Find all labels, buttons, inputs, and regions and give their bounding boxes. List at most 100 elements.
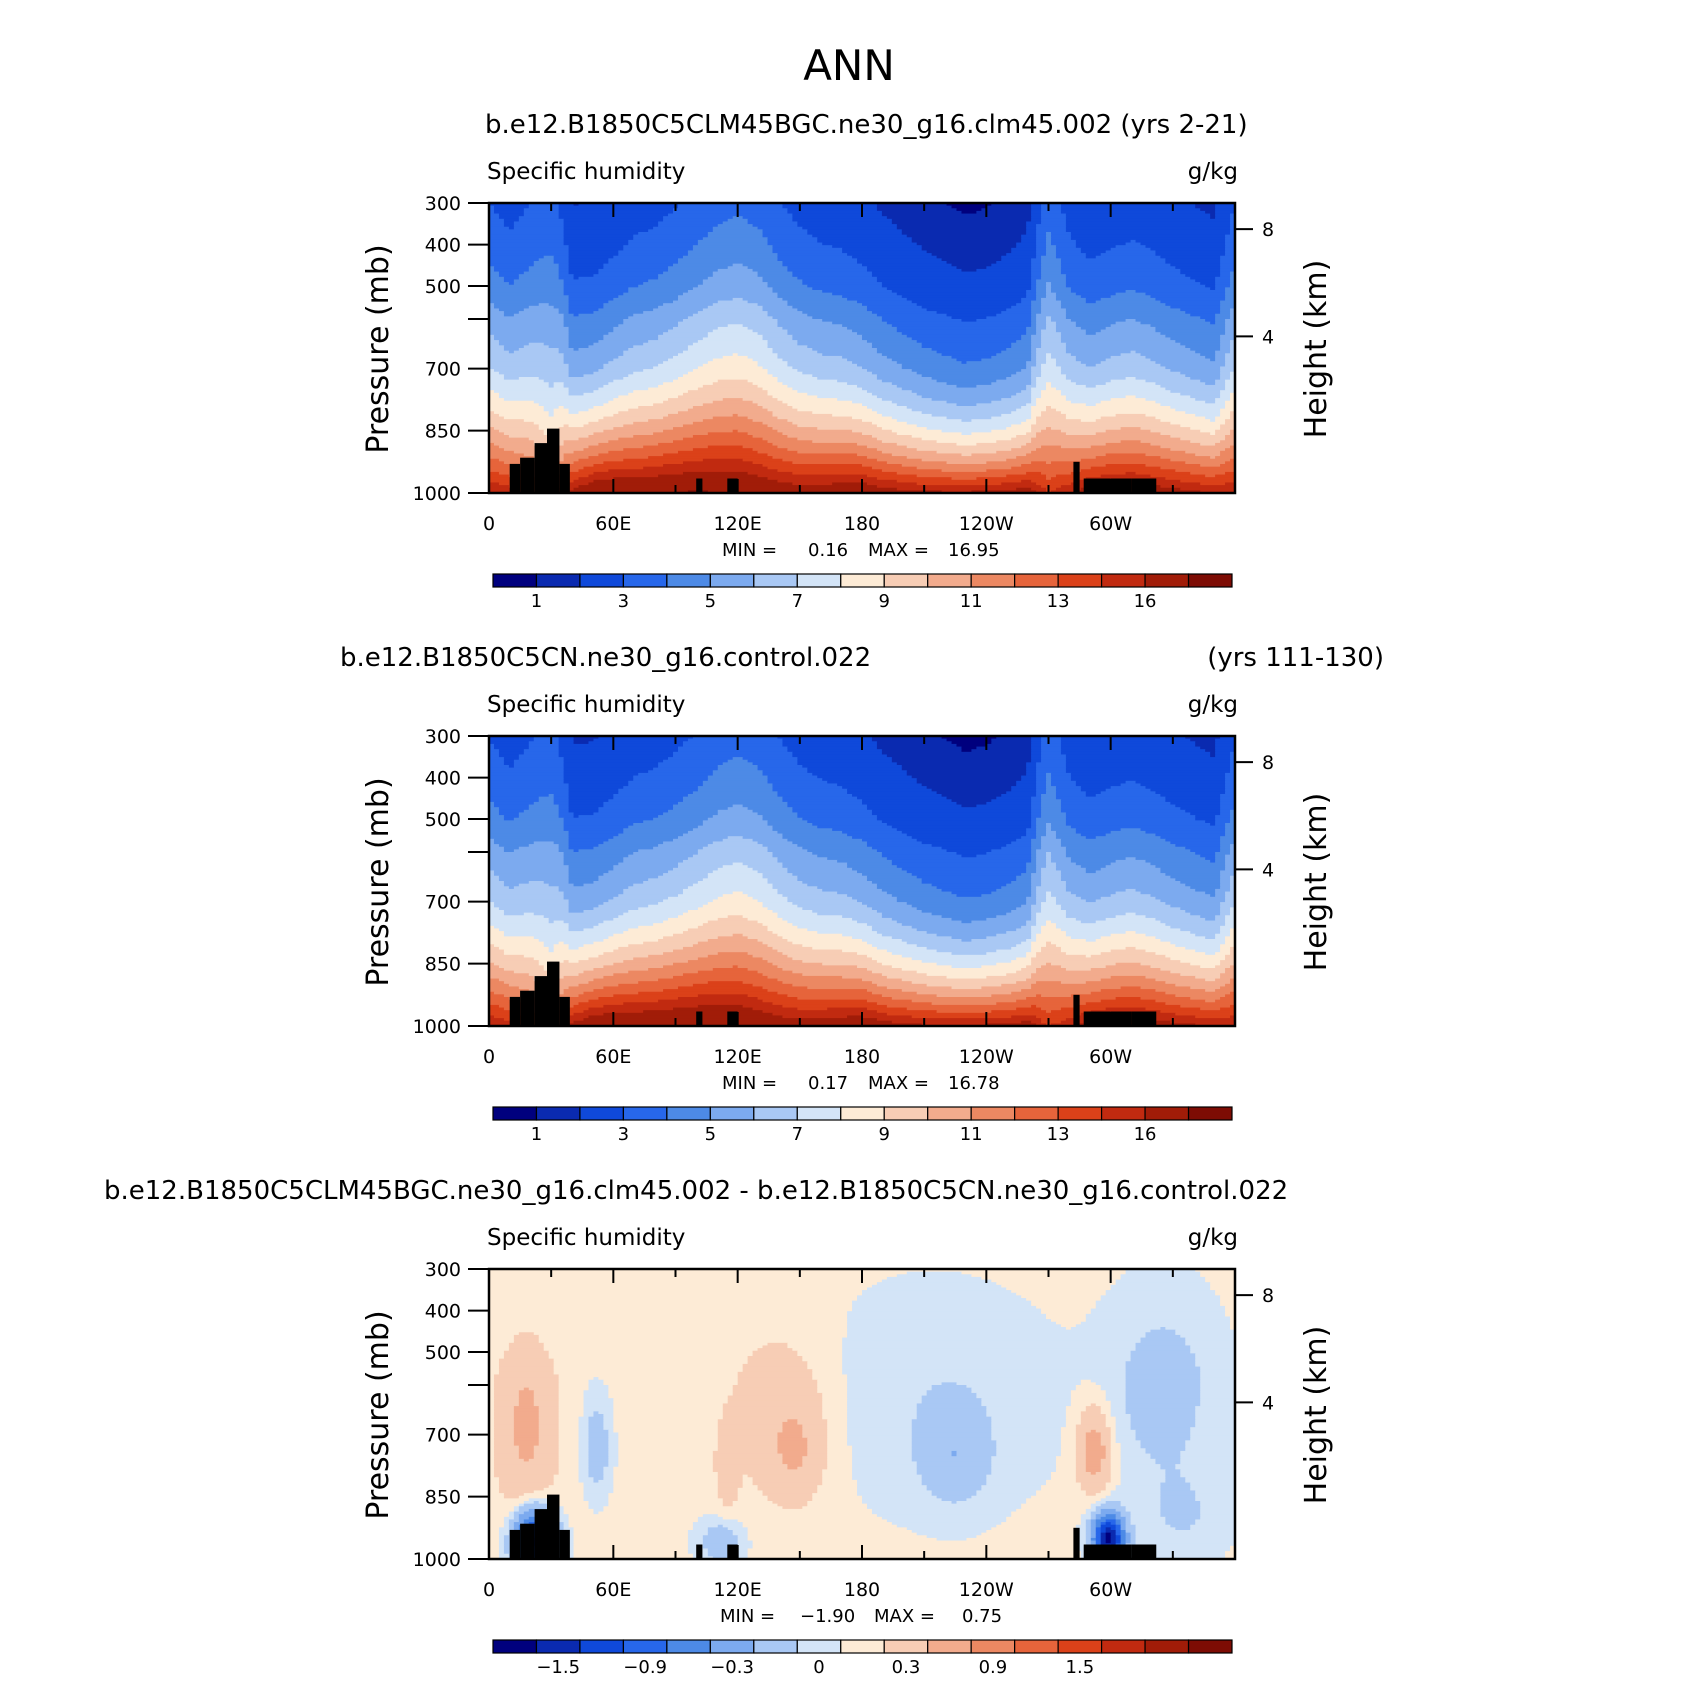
terrain-block xyxy=(1131,1544,1157,1559)
colorbar-swatch xyxy=(970,573,1016,588)
terrain-block xyxy=(696,1544,703,1559)
colorbar-swatch xyxy=(753,1106,798,1121)
y-tick-label: 500 xyxy=(425,1342,461,1364)
panel-2-y2label: Height (km) xyxy=(1299,793,1334,972)
terrain-block xyxy=(534,1509,548,1559)
panel-3-max-value: 0.75 xyxy=(962,1606,1002,1627)
terrain-block xyxy=(547,961,560,1026)
x-tick-label: 120E xyxy=(714,1046,762,1068)
colorbar-swatch xyxy=(1100,1106,1146,1121)
colorbar-label: 5 xyxy=(705,1124,716,1145)
colorbar-swatch xyxy=(883,1639,929,1654)
colorbar-label: 3 xyxy=(618,591,629,612)
panel-3-min-value: −1.90 xyxy=(800,1606,855,1627)
y-tick-label: 400 xyxy=(425,235,461,257)
colorbar-swatch xyxy=(1187,1106,1233,1121)
panel-1-max-value: 16.95 xyxy=(948,540,1000,561)
panel-1-units: g/kg xyxy=(1188,159,1238,185)
panel-3-max-label: MAX = xyxy=(874,1606,935,1627)
colorbar-swatch xyxy=(709,1106,755,1121)
colorbar-swatch xyxy=(709,1639,755,1654)
panel-1-min-value: 0.16 xyxy=(808,540,848,561)
colorbar-label: 0.3 xyxy=(892,1657,921,1678)
x-tick-label: 120W xyxy=(959,513,1014,535)
terrain-block xyxy=(534,976,548,1026)
colorbar-swatch xyxy=(840,1639,885,1654)
y-tick-label: 850 xyxy=(425,1487,461,1509)
x-tick-label: 60E xyxy=(595,513,631,535)
colorbar-swatch xyxy=(492,1106,538,1121)
terrain-block xyxy=(559,1529,570,1559)
x-tick-label: 60W xyxy=(1089,1046,1132,1068)
y-tick-label: 850 xyxy=(425,421,461,443)
colorbar-swatch xyxy=(840,1106,885,1121)
x-tick-label: 60W xyxy=(1089,1579,1132,1601)
y-tick-label: 700 xyxy=(425,359,461,381)
panel-1-colorbar: 1 3 5 7 9 11 13 16 xyxy=(492,573,1233,612)
terrain-block xyxy=(547,1494,560,1559)
terrain-block xyxy=(509,463,521,493)
panel-2: b.e12.B1850C5CN.ne30_g16.control.022 (yr… xyxy=(340,643,1384,1145)
colorbar-label: 1 xyxy=(531,1124,542,1145)
panel-2-units: g/kg xyxy=(1188,692,1238,718)
colorbar-label: 11 xyxy=(960,591,983,612)
panel-1-max-label: MAX = xyxy=(868,540,929,561)
terrain-block xyxy=(559,996,570,1026)
colorbar-swatch xyxy=(1057,1106,1103,1121)
y-tick-label: 850 xyxy=(425,954,461,976)
terrain-block xyxy=(520,457,535,493)
colorbar-label: −0.3 xyxy=(710,1657,754,1678)
panel-3-plot: 0 60E 120E 180 120W 60W 300 400 500 700 850 1000 8 4 xyxy=(413,1259,1274,1601)
panel-3-min-label: MIN = xyxy=(720,1606,775,1627)
colorbar-label: 16 xyxy=(1134,1124,1157,1145)
colorbar-label: 7 xyxy=(792,1124,803,1145)
colorbar-swatch xyxy=(883,573,929,588)
colorbar-label: 1 xyxy=(531,591,542,612)
x-tick-label: 120E xyxy=(714,1579,762,1601)
colorbar-swatch xyxy=(753,573,798,588)
colorbar-swatch xyxy=(666,1106,711,1121)
x-tick-label: 120W xyxy=(959,1579,1014,1601)
x-tick-label: 60E xyxy=(595,1579,631,1601)
terrain-block xyxy=(727,1011,738,1026)
terrain-block xyxy=(727,1544,738,1559)
panel-3-title: b.e12.B1850C5CLM45BGC.ne30_g16.clm45.002… xyxy=(104,1176,1288,1206)
x-tick-label: 120W xyxy=(959,1046,1014,1068)
terrain-block xyxy=(727,478,738,493)
colorbar-swatch xyxy=(1057,573,1103,588)
panel-2-title: b.e12.B1850C5CN.ne30_g16.control.022 xyxy=(340,643,871,673)
colorbar-swatch xyxy=(492,573,538,588)
x-tick-label: 180 xyxy=(844,1046,880,1068)
y-tick-label: 1000 xyxy=(413,1549,461,1571)
terrain-block xyxy=(696,1011,703,1026)
panel-2-plot: 0 60E 120E 180 120W 60W 300 400 500 700 850 1000 8 4 xyxy=(413,726,1274,1068)
colorbar-swatch xyxy=(927,573,972,588)
colorbar-label: 0 xyxy=(813,1657,824,1678)
terrain-block xyxy=(520,990,535,1026)
colorbar-swatch xyxy=(970,1639,1016,1654)
y2-tick-label: 8 xyxy=(1262,219,1274,241)
colorbar-swatch xyxy=(622,1106,668,1121)
colorbar-label: 11 xyxy=(960,1124,983,1145)
panel-2-variable: Specific humidity xyxy=(487,692,685,718)
terrain-block xyxy=(1073,461,1080,493)
colorbar-swatch xyxy=(535,1106,581,1121)
panel-3-colorbar: −1.5 −0.9 −0.3 0 0.3 0.9 1.5 xyxy=(492,1639,1233,1678)
y-tick-label: 700 xyxy=(425,1425,461,1447)
colorbar-swatch xyxy=(753,1639,798,1654)
panel-1-contour-field xyxy=(489,203,1236,494)
colorbar-swatch xyxy=(1100,573,1146,588)
colorbar-swatch xyxy=(535,573,581,588)
panel-2-contour-field xyxy=(489,736,1236,1027)
panel-3-contour-field xyxy=(489,1269,1236,1560)
y-tick-label: 1000 xyxy=(413,483,461,505)
figure-title: ANN xyxy=(803,41,895,90)
colorbar-swatch xyxy=(1144,573,1190,588)
colorbar-swatch xyxy=(579,1639,625,1654)
panel-2-title-years: (yrs 111-130) xyxy=(1207,643,1384,673)
colorbar-swatch xyxy=(1187,573,1233,588)
colorbar-label: 3 xyxy=(618,1124,629,1145)
terrain-block xyxy=(696,478,703,493)
colorbar-label: 16 xyxy=(1134,591,1157,612)
